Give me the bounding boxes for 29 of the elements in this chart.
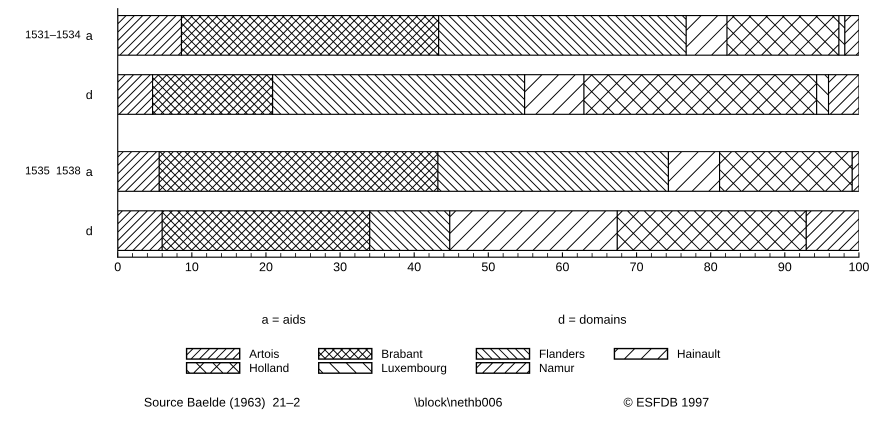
- x-tick-label: 70: [630, 262, 644, 272]
- text: a = aids: [262, 314, 306, 324]
- x-tick-label: 100: [849, 262, 869, 272]
- y-tick-label: a: [86, 169, 93, 176]
- text: \block\nethb006: [414, 397, 502, 407]
- text: 1531–1534: [26, 30, 80, 38]
- legend-label: Brabant: [382, 349, 423, 358]
- x-tick-label: 0: [114, 262, 121, 272]
- x-tick-label: 30: [334, 262, 347, 272]
- legend-label: Artois: [249, 349, 279, 358]
- source-note: Source Baelde (1963) 21–2: [144, 397, 300, 410]
- y-tick-label: d: [86, 226, 92, 236]
- legend-label: Hainault: [678, 349, 720, 358]
- text: 1535 1538: [26, 166, 80, 174]
- x-tick-label: 60: [556, 262, 569, 272]
- legend-label: Namur: [540, 364, 574, 372]
- y-tick-label: d: [86, 90, 92, 100]
- legend-label: Luxembourg: [382, 363, 446, 374]
- x-tick-label: 50: [482, 262, 495, 272]
- legend-label: Holland: [250, 363, 288, 372]
- x-tick-label: 80: [704, 262, 718, 272]
- x-tick-label: 90: [778, 262, 792, 272]
- legend-label: Flanders: [540, 349, 584, 358]
- x-tick-label: 20: [260, 262, 272, 272]
- text: © ESFDB 1997: [624, 398, 708, 407]
- text: d = domains: [558, 314, 626, 324]
- x-tick-label: 10: [186, 262, 198, 272]
- x-tick-label: 40: [408, 262, 421, 272]
- y-tick-label: a: [86, 33, 93, 40]
